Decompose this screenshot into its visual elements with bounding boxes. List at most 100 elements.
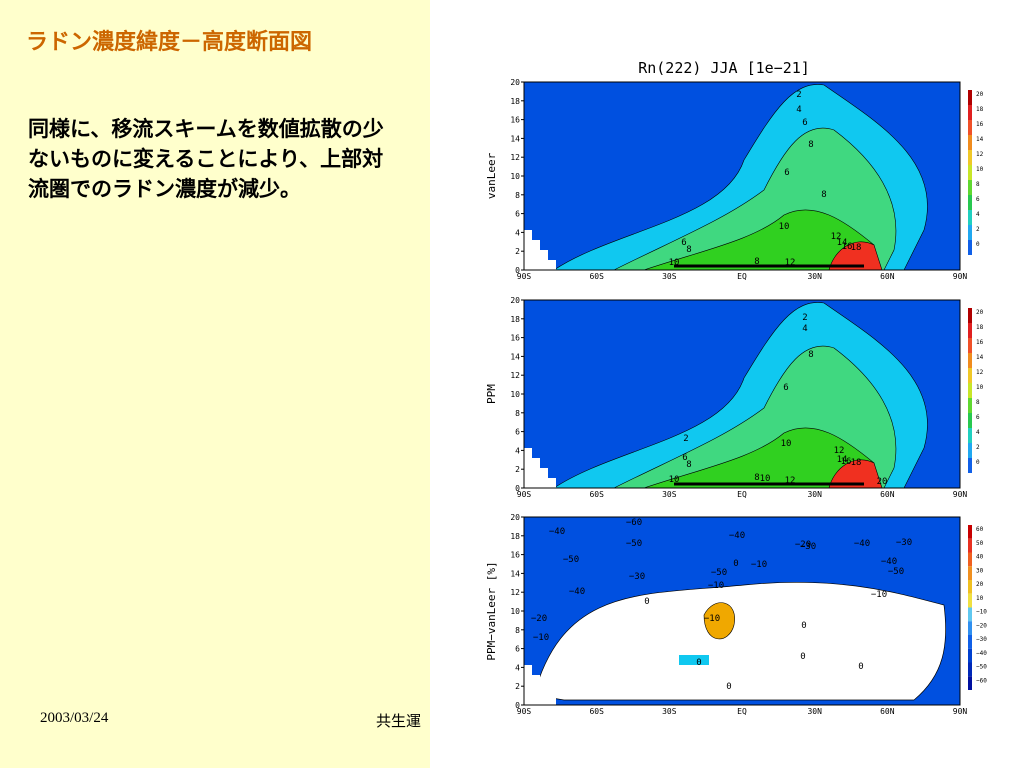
colorbar-label: 20: [976, 91, 984, 98]
colorbar-label: 10: [976, 384, 984, 391]
colorbar-label: 16: [976, 121, 984, 128]
panel-ylabel: PPM: [485, 384, 498, 404]
contour-label: 0: [696, 658, 701, 668]
contour-label: −10: [708, 581, 724, 591]
x-tick-label: 30N: [807, 272, 822, 281]
contour-label: 10: [781, 439, 792, 449]
colorbar-swatch: [968, 676, 972, 690]
y-tick-label: 12: [510, 371, 520, 380]
colorbar-swatch: [968, 398, 972, 413]
x-tick-label: 90N: [953, 490, 968, 499]
y-tick-label: 8: [515, 191, 520, 200]
colorbar-swatch: [968, 566, 972, 580]
colorbar-label: −20: [976, 622, 987, 629]
x-tick-label: 90N: [953, 272, 968, 281]
y-tick-label: 20: [510, 513, 520, 522]
y-tick-label: 14: [510, 134, 520, 143]
y-tick-label: 18: [510, 97, 520, 106]
contour-label: −50: [888, 567, 904, 577]
x-tick-label: 30N: [807, 490, 822, 499]
contour-label: 6: [802, 118, 807, 128]
contour-label: 10: [669, 258, 680, 268]
contour-label: 6: [783, 383, 788, 393]
contour-label: −20: [795, 540, 811, 550]
y-tick-label: 2: [515, 247, 520, 256]
colorbar-swatch: [968, 552, 972, 567]
footer-text: 共生運: [376, 712, 422, 730]
contour-label: 18: [851, 243, 862, 253]
figure-panel: Rn(222) JJA [1e−21] 2 4 6 8 6 8 10 12 14 16 18 6 8 10…: [432, 0, 1024, 768]
colorbar-swatch: [968, 210, 972, 225]
colorbar-swatch: [968, 180, 972, 195]
colorbar-label: 8: [976, 181, 980, 188]
slide-body-text: 同様に、移流スキームを数値拡散の少ないものに変えることにより、上部対流圏でのラド…: [28, 117, 384, 201]
contour-label: −30: [896, 538, 912, 548]
x-tick-label: 90N: [953, 707, 968, 716]
contour-figure: Rn(222) JJA [1e−21] 24686810121416186810…: [485, 59, 987, 716]
colorbar-swatch: [968, 648, 972, 663]
colorbar-swatch: [968, 150, 972, 165]
contour-label: 12: [785, 258, 796, 268]
contour-label: 2: [683, 434, 688, 444]
y-tick-label: 10: [510, 607, 520, 616]
colorbar-label: 8: [976, 399, 980, 406]
terrain-mask: [524, 448, 556, 488]
x-tick-label: 60N: [880, 490, 895, 499]
contour-label: −40: [729, 531, 745, 541]
y-tick-label: 6: [515, 645, 520, 654]
contour-label: 12: [834, 446, 845, 456]
colorbar-label: 40: [976, 554, 984, 561]
contour-fill-orange: [703, 602, 735, 640]
colorbar-swatch: [968, 383, 972, 398]
contour-label: −20: [531, 614, 547, 624]
x-tick-label: 90S: [517, 707, 532, 716]
contour-fill-green: [643, 209, 875, 271]
colorbar-swatch: [968, 135, 972, 150]
contour-label: −30: [800, 542, 816, 552]
colorbar-label: 18: [976, 324, 984, 331]
contour-label: 2: [802, 313, 807, 323]
panel-ylabel: PPM−vanLeer [%]: [485, 561, 498, 660]
contour-label: −40: [569, 587, 585, 597]
contour-label: 14: [837, 455, 848, 465]
contour-label: 16: [841, 457, 852, 467]
y-tick-label: 6: [515, 428, 520, 437]
x-tick-label: 60N: [880, 707, 895, 716]
x-tick-label: 90S: [517, 272, 532, 281]
y-tick-label: 16: [510, 334, 520, 343]
contour-label: 12: [831, 232, 842, 242]
contour-fill-red: [828, 459, 883, 489]
colorbar-swatch: [968, 428, 972, 443]
y-tick-label: 18: [510, 315, 520, 324]
y-tick-label: 4: [515, 663, 520, 672]
contour-label: 8: [808, 350, 813, 360]
contour-label: 0: [733, 559, 738, 569]
contour-label: 0: [801, 621, 806, 631]
colorbar-label: 14: [976, 354, 984, 361]
colorbar-swatch: [968, 443, 972, 458]
contour-fill-white: [533, 581, 946, 701]
colorbar-swatch: [968, 593, 972, 608]
colorbar-swatch: [968, 195, 972, 210]
contour-label: 10: [779, 222, 790, 232]
contour-label: −60: [626, 518, 642, 528]
contour-label: 0: [644, 597, 649, 607]
terrain-mask: [524, 665, 556, 705]
colorbar-label: 4: [976, 429, 980, 436]
colorbar-label: 14: [976, 136, 984, 143]
contour-label: −50: [711, 568, 727, 578]
x-tick-label: 60N: [880, 272, 895, 281]
contour-label: −40: [881, 557, 897, 567]
contour-label: 20: [877, 477, 888, 487]
colorbar-swatch: [968, 458, 972, 473]
colorbar-swatch: [968, 323, 972, 338]
colorbar-label: 12: [976, 369, 984, 376]
contour-fill-green: [643, 427, 875, 489]
contour-label: 8: [754, 257, 759, 267]
y-tick-label: 6: [515, 210, 520, 219]
colorbar-label: 0: [976, 459, 980, 466]
x-tick-label: 90S: [517, 490, 532, 499]
x-tick-label: 60S: [589, 272, 604, 281]
y-tick-label: 16: [510, 116, 520, 125]
x-tick-label: 30S: [662, 490, 677, 499]
